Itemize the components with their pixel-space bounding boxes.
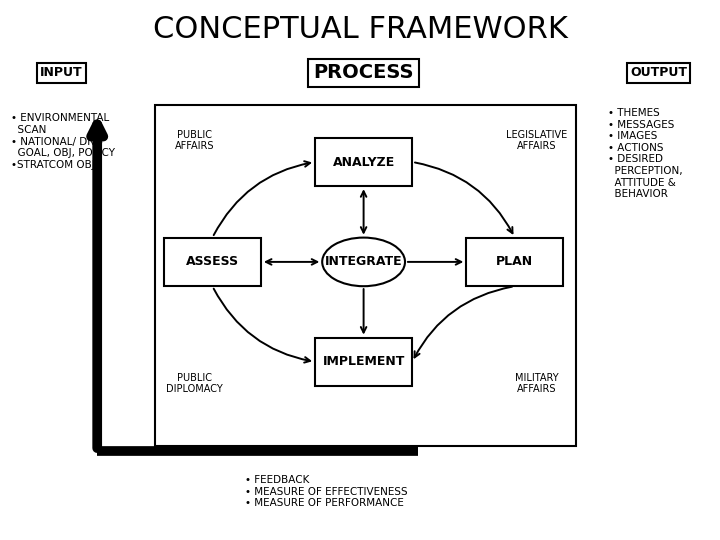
Ellipse shape	[323, 238, 405, 286]
Text: • FEEDBACK
• MEASURE OF EFFECTIVENESS
• MEASURE OF PERFORMANCE: • FEEDBACK • MEASURE OF EFFECTIVENESS • …	[245, 475, 408, 508]
Text: INTEGRATE: INTEGRATE	[325, 255, 402, 268]
Text: INPUT: INPUT	[40, 66, 83, 79]
Text: MILITARY
AFFAIRS: MILITARY AFFAIRS	[515, 373, 558, 394]
Text: OUTPUT: OUTPUT	[630, 66, 688, 79]
Text: IMPLEMENT: IMPLEMENT	[323, 355, 405, 368]
FancyBboxPatch shape	[315, 138, 412, 186]
FancyBboxPatch shape	[163, 238, 261, 286]
Text: ASSESS: ASSESS	[186, 255, 239, 268]
Text: PUBLIC
DIPLOMACY: PUBLIC DIPLOMACY	[166, 373, 222, 394]
FancyBboxPatch shape	[155, 105, 576, 445]
Text: PUBLIC
AFFAIRS: PUBLIC AFFAIRS	[175, 130, 214, 151]
Text: LEGISLATIVE
AFFAIRS: LEGISLATIVE AFFAIRS	[505, 130, 567, 151]
Text: ANALYZE: ANALYZE	[333, 156, 395, 168]
FancyBboxPatch shape	[315, 338, 412, 386]
Text: • THEMES
• MESSAGES
• IMAGES
• ACTIONS
• DESIRED
  PERCEPTION,
  ATTITUDE &
  BE: • THEMES • MESSAGES • IMAGES • ACTIONS •…	[608, 108, 683, 199]
Text: CONCEPTUAL FRAMEWORK: CONCEPTUAL FRAMEWORK	[153, 15, 567, 44]
Text: • ENVIRONMENTAL
  SCAN
• NATIONAL/ DND
  GOAL, OBJ, POLICY
•STRATCOM OBJ: • ENVIRONMENTAL SCAN • NATIONAL/ DND GOA…	[11, 113, 114, 170]
Text: PROCESS: PROCESS	[313, 63, 414, 83]
Text: PLAN: PLAN	[496, 255, 534, 268]
FancyBboxPatch shape	[467, 238, 563, 286]
